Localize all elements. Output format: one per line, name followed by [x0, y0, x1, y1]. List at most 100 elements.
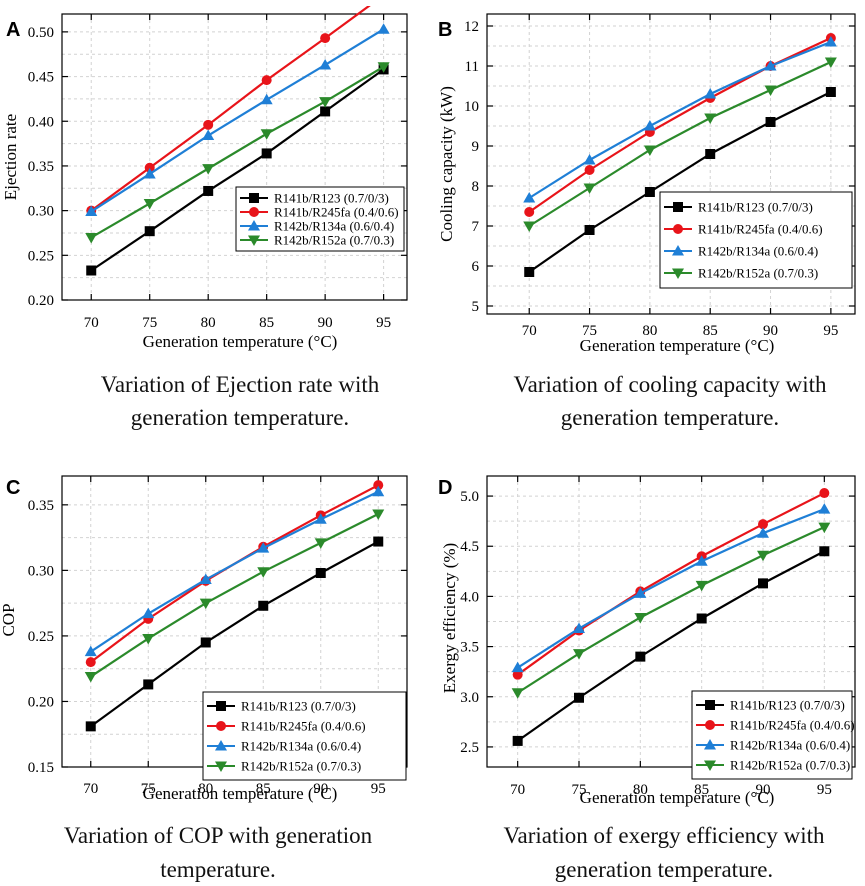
data-point [372, 509, 385, 521]
y-tick-label: 0.20 [28, 694, 54, 710]
x-tick-label: 90 [313, 781, 328, 797]
series-1 [85, 480, 384, 668]
data-point [142, 634, 155, 645]
data-point [85, 232, 98, 244]
legend-swatch-marker [249, 207, 259, 217]
data-point [320, 106, 331, 117]
legend-label: R142b/R134a (0.6/0.4) [274, 219, 394, 234]
y-tick-label: 4.5 [460, 539, 479, 555]
series-1 [524, 33, 836, 217]
data-point [377, 62, 390, 73]
legend-label: R141b/R123 (0.7/0/3) [241, 699, 356, 714]
legend-swatch-marker [215, 740, 227, 751]
series-line [528, 61, 832, 227]
data-point [258, 600, 269, 611]
legend-label: R141b/R123 (0.7/0/3) [274, 191, 389, 206]
data-point [634, 587, 647, 598]
data-point [643, 145, 656, 156]
legend-label: R142b/R134a (0.6/0.4) [730, 738, 850, 753]
data-point [143, 679, 154, 690]
series-0 [524, 87, 836, 277]
caption: Variation of Ejection rate with generatio… [101, 372, 380, 430]
x-tick-label: 75 [141, 781, 156, 797]
series-0 [512, 546, 830, 746]
data-point [260, 93, 273, 105]
legend-swatch-marker [248, 235, 260, 246]
series-line [517, 550, 825, 742]
y-tick-label: 6 [472, 259, 480, 275]
legend: R141b/R123 (0.7/0/3) R141b/R245fa (0.4/0.… [202, 691, 407, 781]
series-line [90, 513, 379, 678]
data-point [511, 688, 524, 699]
legend-swatch-marker [672, 268, 684, 279]
series-line [517, 492, 825, 676]
data-point [705, 149, 716, 159]
y-tick-label: 0.35 [28, 159, 54, 175]
series-line [90, 6, 371, 212]
series-line [90, 490, 379, 653]
x-tick-label: 85 [256, 781, 271, 797]
data-point [257, 542, 270, 553]
data-point [260, 129, 273, 140]
legend-label: R142b/R152a (0.7/0.3) [730, 758, 850, 773]
legend-label: R141b/R123 (0.7/0/3) [730, 698, 845, 713]
data-point [635, 651, 646, 662]
x-axis-label: Generation temperature (°C) [143, 784, 338, 803]
data-point [704, 113, 717, 124]
panel-letter: D [438, 477, 452, 499]
data-point [523, 192, 536, 203]
y-tick-label: 4.0 [460, 589, 479, 605]
data-point [523, 221, 536, 232]
legend-swatch-marker [672, 245, 684, 256]
series-line [90, 540, 379, 728]
data-point [84, 645, 97, 657]
data-point [524, 207, 535, 217]
data-point [319, 97, 332, 108]
caption-line: temperature. [160, 857, 276, 882]
caption-line: generation temperature. [555, 857, 773, 882]
legend-label: R142b/R152a (0.7/0.3) [698, 266, 818, 281]
data-point [319, 58, 332, 70]
data-point [203, 119, 214, 130]
legend-swatch-marker [673, 224, 683, 234]
data-point [373, 480, 384, 491]
data-point [824, 36, 837, 47]
x-tick-label: 95 [823, 323, 838, 339]
legend-label: R141b/R123 (0.7/0/3) [698, 200, 813, 215]
legend-swatch-marker [215, 761, 227, 772]
x-tick-label: 75 [582, 323, 597, 339]
data-point [818, 503, 831, 514]
data-point [695, 555, 708, 566]
y-axis-label: Cooling capacity (kW) [437, 86, 456, 242]
x-tick-label: 80 [201, 315, 216, 331]
x-tick-label: 70 [522, 323, 537, 339]
y-tick-label: 0.35 [28, 498, 54, 514]
data-point [199, 573, 212, 585]
x-tick-label: 70 [510, 782, 525, 798]
data-point [818, 522, 831, 534]
data-point [512, 735, 523, 746]
x-tick-label: 95 [817, 782, 832, 798]
data-point [819, 488, 830, 499]
data-point [85, 721, 96, 732]
legend-label: R141b/R245fa (0.4/0.6) [241, 719, 366, 734]
plot-frame [486, 13, 856, 315]
legend: R141b/R123 (0.7/0/3) R141b/R245fa (0.4/0.… [659, 191, 853, 289]
x-axis-label: Generation temperature (°C) [143, 332, 338, 351]
x-tick-label: 80 [642, 323, 657, 339]
series-line [528, 91, 832, 273]
data-point [377, 23, 390, 34]
x-tick-label: 80 [633, 782, 648, 798]
data-point [584, 165, 595, 175]
plot-frame [61, 13, 408, 301]
data-point [85, 205, 98, 217]
series-3 [523, 57, 837, 232]
data-point [261, 148, 272, 159]
y-axis-label: Ejection rate [1, 114, 20, 200]
y-tick-label: 3.5 [460, 640, 479, 656]
y-tick-label: 5.0 [460, 489, 479, 505]
caption-line: generation temperature. [561, 405, 779, 430]
y-tick-label: 5 [472, 299, 480, 315]
y-tick-label: 0.30 [28, 204, 54, 220]
data-point [643, 120, 656, 131]
